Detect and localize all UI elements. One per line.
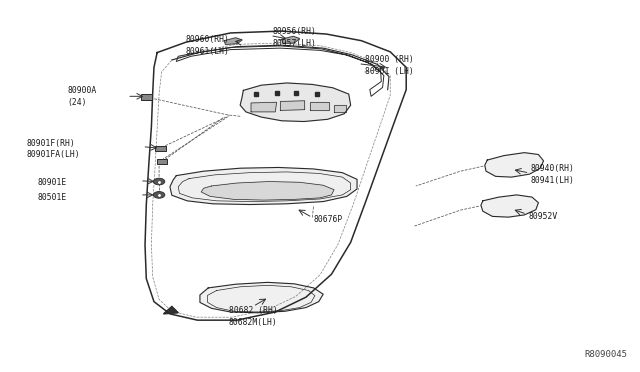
Polygon shape (224, 38, 242, 44)
Polygon shape (282, 36, 300, 43)
Text: 80682 (RH)
80682M(LH): 80682 (RH) 80682M(LH) (228, 306, 277, 327)
Text: 80900 (RH)
80901 (LH): 80900 (RH) 80901 (LH) (365, 55, 413, 76)
Polygon shape (201, 182, 334, 200)
Polygon shape (280, 101, 305, 110)
Text: 80960(RH)
80961(LH): 80960(RH) 80961(LH) (186, 35, 230, 55)
Circle shape (154, 178, 165, 185)
Text: 80901F(RH)
80901FA(LH): 80901F(RH) 80901FA(LH) (26, 138, 80, 159)
Text: 80900A
(24): 80900A (24) (68, 86, 97, 107)
Polygon shape (164, 307, 178, 314)
Polygon shape (170, 167, 357, 205)
Text: 80501E: 80501E (38, 193, 67, 202)
Bar (155, 145, 166, 151)
Circle shape (154, 192, 165, 198)
Polygon shape (481, 195, 538, 217)
Bar (157, 159, 167, 164)
Bar (141, 94, 152, 100)
Text: 80676P: 80676P (314, 215, 343, 224)
Polygon shape (251, 102, 276, 112)
Text: 80956(RH)
80957(LH): 80956(RH) 80957(LH) (272, 28, 316, 48)
Polygon shape (200, 282, 323, 313)
Text: 80940(RH)
80941(LH): 80940(RH) 80941(LH) (531, 164, 575, 185)
Polygon shape (484, 153, 543, 177)
Text: 80901E: 80901E (38, 178, 67, 187)
Polygon shape (310, 102, 329, 110)
Text: R8090045: R8090045 (585, 350, 628, 359)
Polygon shape (240, 83, 351, 122)
Polygon shape (334, 105, 346, 112)
Text: 80952V: 80952V (528, 212, 557, 221)
